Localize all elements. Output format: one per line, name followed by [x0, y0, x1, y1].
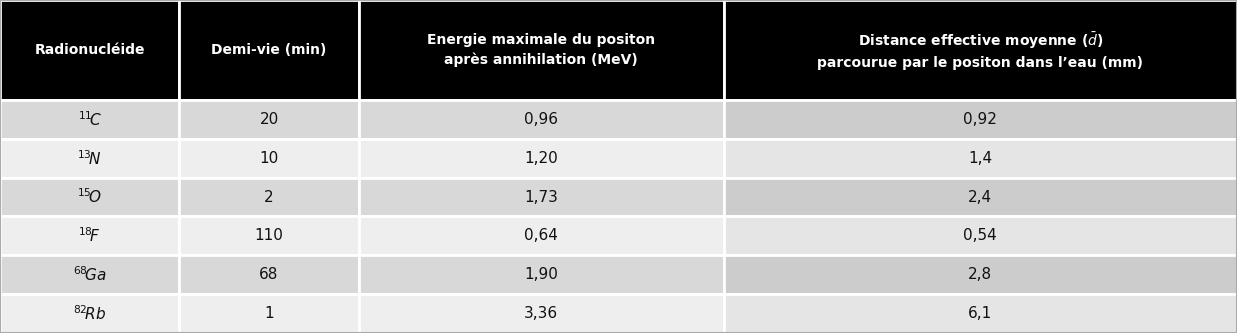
Bar: [359, 100, 724, 139]
Bar: [0, 216, 179, 255]
Text: $^{82}\!Rb$: $^{82}\!Rb$: [73, 304, 106, 323]
Text: $^{18}\!F$: $^{18}\!F$: [78, 226, 101, 245]
Text: 2,8: 2,8: [969, 267, 992, 282]
Bar: [0, 177, 179, 216]
Text: Energie maximale du positon
après annihilation (MeV): Energie maximale du positon après annihi…: [427, 33, 656, 67]
Bar: [724, 294, 1237, 333]
Text: Demi-vie (min): Demi-vie (min): [212, 43, 327, 57]
Text: 20: 20: [260, 112, 278, 127]
Bar: [359, 294, 724, 333]
Bar: [179, 0, 359, 100]
Bar: [0, 100, 179, 139]
Bar: [179, 177, 359, 216]
Bar: [359, 139, 724, 177]
Bar: [359, 216, 724, 255]
Text: 1: 1: [265, 306, 273, 321]
Text: 1,73: 1,73: [524, 189, 558, 204]
Bar: [0, 139, 179, 177]
Text: 110: 110: [255, 228, 283, 243]
Text: 1,20: 1,20: [524, 151, 558, 166]
Bar: [724, 255, 1237, 294]
Text: $^{68}\!Ga$: $^{68}\!Ga$: [73, 265, 106, 284]
Text: 68: 68: [260, 267, 278, 282]
Bar: [359, 177, 724, 216]
Bar: [179, 100, 359, 139]
Bar: [724, 216, 1237, 255]
Text: $^{15}\!O$: $^{15}\!O$: [77, 188, 103, 206]
Text: 1,4: 1,4: [969, 151, 992, 166]
Text: 6,1: 6,1: [969, 306, 992, 321]
Text: 2,4: 2,4: [969, 189, 992, 204]
Bar: [724, 139, 1237, 177]
Bar: [179, 216, 359, 255]
Bar: [0, 0, 179, 100]
Bar: [0, 294, 179, 333]
Text: 0,54: 0,54: [964, 228, 997, 243]
Text: Radionucléide: Radionucléide: [35, 43, 145, 57]
Text: 0,64: 0,64: [524, 228, 558, 243]
Bar: [359, 255, 724, 294]
Bar: [0, 255, 179, 294]
Bar: [179, 139, 359, 177]
Bar: [179, 255, 359, 294]
Text: 0,96: 0,96: [524, 112, 558, 127]
Bar: [724, 0, 1237, 100]
Bar: [179, 294, 359, 333]
Text: Distance effective moyenne ($\bar{d}$)
parcourue par le positon dans l’eau (mm): Distance effective moyenne ($\bar{d}$) p…: [818, 30, 1143, 70]
Text: 3,36: 3,36: [524, 306, 558, 321]
Bar: [724, 177, 1237, 216]
Bar: [724, 100, 1237, 139]
Text: 2: 2: [265, 189, 273, 204]
Bar: [359, 0, 724, 100]
Text: 1,90: 1,90: [524, 267, 558, 282]
Text: $^{13}\!N$: $^{13}\!N$: [78, 149, 101, 167]
Text: $^{11}\!C$: $^{11}\!C$: [78, 110, 101, 129]
Text: 0,92: 0,92: [964, 112, 997, 127]
Text: 10: 10: [260, 151, 278, 166]
